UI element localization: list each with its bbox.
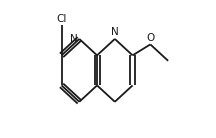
- Text: N: N: [70, 34, 78, 44]
- Text: Cl: Cl: [56, 14, 67, 24]
- Text: N: N: [111, 27, 119, 37]
- Text: O: O: [146, 33, 154, 43]
